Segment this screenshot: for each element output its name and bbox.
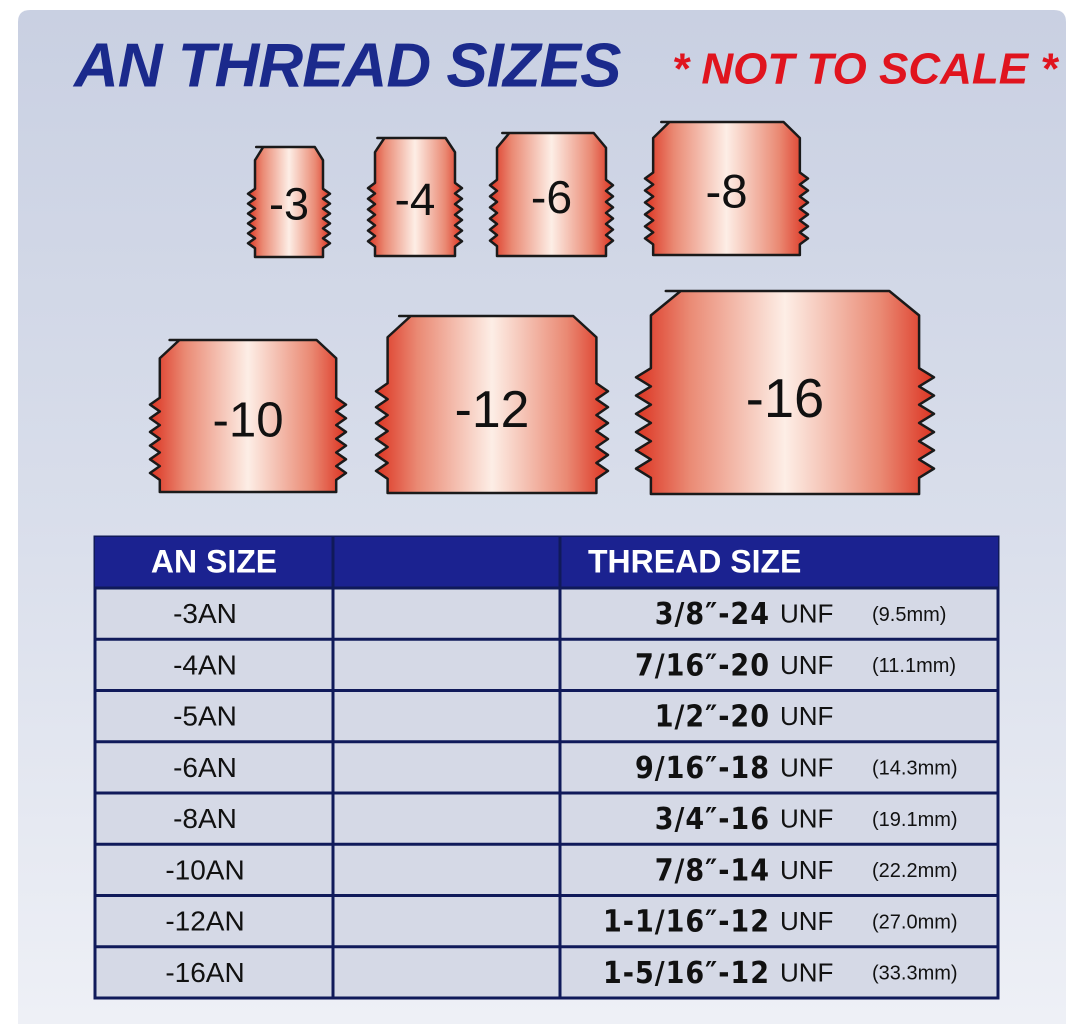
thread-size: 7/16″-20 [635,648,770,683]
an-size: -6AN [173,752,237,783]
thread-unit: UNF [780,701,833,731]
thread-unit: UNF [780,906,833,936]
thread-unit: UNF [780,650,833,680]
thread-unit: UNF [780,957,833,987]
table-body [93,535,1000,1000]
thread-size: 1-1/16″-12 [603,905,770,940]
metric-size: (14.3mm) [872,758,958,780]
fitting [634,289,936,496]
an-size: -5AN [173,701,237,732]
title: AN THREAD SIZES [72,31,621,100]
an-size: -4AN [173,649,237,680]
header-cell: AN SIZE [151,543,277,579]
fitting-label: -12 [455,380,530,438]
thread-unit: UNF [780,855,833,885]
fitting-label: -8 [705,166,747,219]
an-size: -16AN [165,957,244,988]
thread-size: 1/2″-20 [655,700,770,735]
thread-size: 1-5/16″-12 [603,956,770,991]
fitting [374,314,610,495]
thread-unit: UNF [780,599,833,629]
an-size: -12AN [165,906,244,937]
fitting-label: -6 [531,171,572,223]
an-size: -8AN [173,803,237,834]
thread-unit: UNF [780,804,833,834]
metric-size: (27.0mm) [872,911,958,933]
fitting [488,131,615,258]
fitting-label: -3 [269,178,309,229]
metric-size: (11.1mm) [872,655,956,677]
fitting-label: -4 [395,174,436,225]
fitting [366,136,464,258]
thread-unit: UNF [780,752,833,782]
fitting [148,338,348,494]
fitting [246,145,332,259]
header-cell: THREAD SIZE [588,543,801,579]
table-header [95,537,998,588]
metric-size: (22.2mm) [872,860,958,882]
thread-size: 7/8″-14 [655,853,770,888]
note: * NOT TO SCALE * [672,45,1059,94]
metric-size: (19.1mm) [872,809,958,831]
fitting-label: -16 [746,368,824,429]
thread-size: 9/16″-18 [635,751,770,786]
an-size: -10AN [165,854,244,885]
an-size: -3AN [173,598,237,629]
fittings: -3 -4 -6 -8 -10 -12 -16 [148,120,936,496]
thread-size: 3/8″-24 [655,597,770,632]
metric-size: (33.3mm) [872,963,958,985]
metric-size: (9.5mm) [872,604,946,626]
table: AN SIZE THREAD SIZE -3AN 3/8″-24 UNF (9.5mm… [93,535,1000,1000]
thread-size: 3/4″-16 [655,802,770,837]
fitting-label: -10 [212,393,283,448]
fitting [643,120,810,257]
